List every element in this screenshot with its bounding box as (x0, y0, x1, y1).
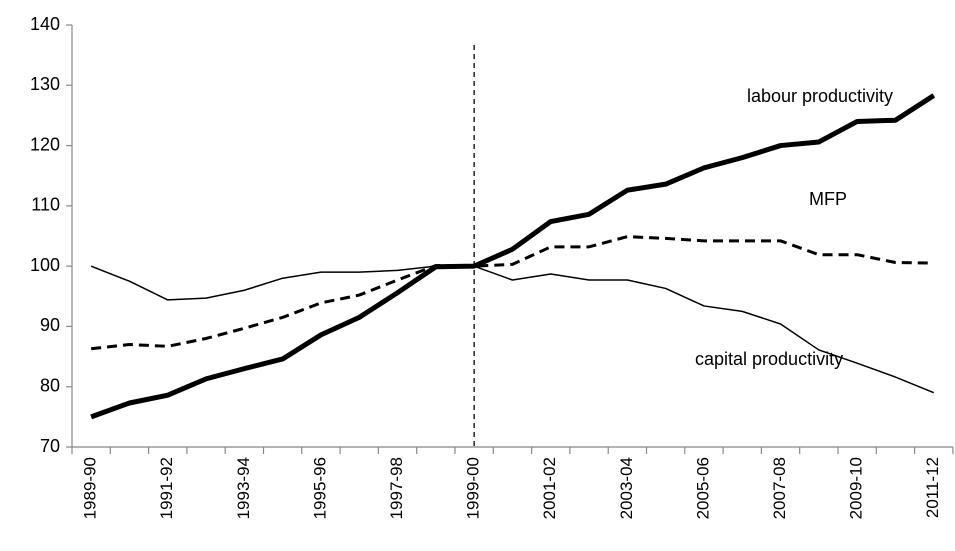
series-label: MFP (809, 189, 847, 209)
x-tick-label: 1997-98 (387, 457, 406, 519)
series-line (90, 265, 935, 394)
y-tick-label: 90 (40, 315, 60, 335)
y-tick-label: 100 (30, 255, 60, 275)
series-line (90, 235, 934, 351)
x-tick-label: 1989-90 (81, 457, 100, 519)
y-tick-label: 80 (40, 375, 60, 395)
y-tick-label: 140 (30, 14, 60, 34)
series-line (90, 93, 936, 420)
x-tick-label: 1995-96 (310, 457, 329, 519)
x-tick-label: 2009-10 (847, 457, 866, 519)
x-tick-label: 1999-00 (464, 457, 483, 519)
x-tick-label: 1993-94 (234, 457, 253, 519)
x-tick-label: 1991-92 (157, 457, 176, 519)
y-tick-label: 70 (40, 436, 60, 456)
x-tick-label: 2005-06 (693, 457, 712, 519)
y-tick-label: 120 (30, 134, 60, 154)
y-tick-label: 130 (30, 74, 60, 94)
series-label: labour productivity (747, 86, 893, 106)
x-tick-label: 2003-04 (617, 457, 636, 519)
x-tick-label: 2001-02 (540, 457, 559, 519)
x-tick-label: 2007-08 (770, 457, 789, 519)
y-tick-label: 110 (31, 195, 60, 215)
series-label: capital productivity (695, 349, 843, 369)
x-tick-label: 2011-12 (923, 457, 942, 518)
